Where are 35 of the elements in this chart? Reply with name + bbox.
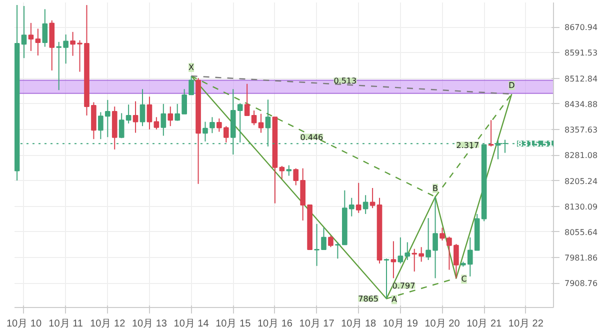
annotation: C xyxy=(461,274,468,284)
y-tick-label: 8205.24 xyxy=(564,176,598,186)
y-tick-label: 8434.88 xyxy=(564,100,598,109)
annotation: X xyxy=(188,63,195,72)
y-tick-label: 8670.94 xyxy=(564,23,598,32)
y-tick-label: 8055.64 xyxy=(564,228,598,237)
annotation: 0.513 xyxy=(334,76,357,86)
annotation: 7865 xyxy=(358,294,378,304)
x-tick-label: 10月 22 xyxy=(508,318,544,330)
annotation: A xyxy=(391,295,398,304)
annotation: 0.797 xyxy=(392,282,416,291)
annotation: 2.317 xyxy=(456,140,480,150)
ref-line-label: 8315.51 xyxy=(517,140,554,149)
x-tick-label: 10月 16 xyxy=(257,318,293,330)
annotation: B xyxy=(432,184,438,193)
y-tick-label: 8591.53 xyxy=(564,48,598,58)
x-tick-label: 10月 14 xyxy=(174,318,210,330)
y-tick-label: 7981.86 xyxy=(564,254,598,263)
x-tick-label: 10月 20 xyxy=(424,318,460,330)
annotation: D xyxy=(508,81,515,90)
x-tick-label: 10月 11 xyxy=(48,318,84,330)
y-tick-label: 7908.76 xyxy=(564,279,598,288)
y-tick-label: 8130.09 xyxy=(564,202,598,212)
x-tick-label: 10月 15 xyxy=(216,318,252,330)
y-tick-label: 8512.84 xyxy=(564,74,598,84)
x-tick-label: 10月 17 xyxy=(299,318,335,330)
y-tick-label: 8281.08 xyxy=(564,151,598,160)
x-tick-label: 10月 19 xyxy=(382,318,418,330)
x-tick-label: 10月 21 xyxy=(466,318,502,330)
x-tick-label: 10月 12 xyxy=(90,318,126,330)
y-tick-label: 8357.63 xyxy=(564,126,598,135)
annotation: 0.446 xyxy=(300,132,324,142)
x-tick-label: 10月 13 xyxy=(132,318,168,330)
x-tick-label: 10月 10 xyxy=(6,318,42,330)
x-tick-label: 10月 18 xyxy=(341,318,377,330)
